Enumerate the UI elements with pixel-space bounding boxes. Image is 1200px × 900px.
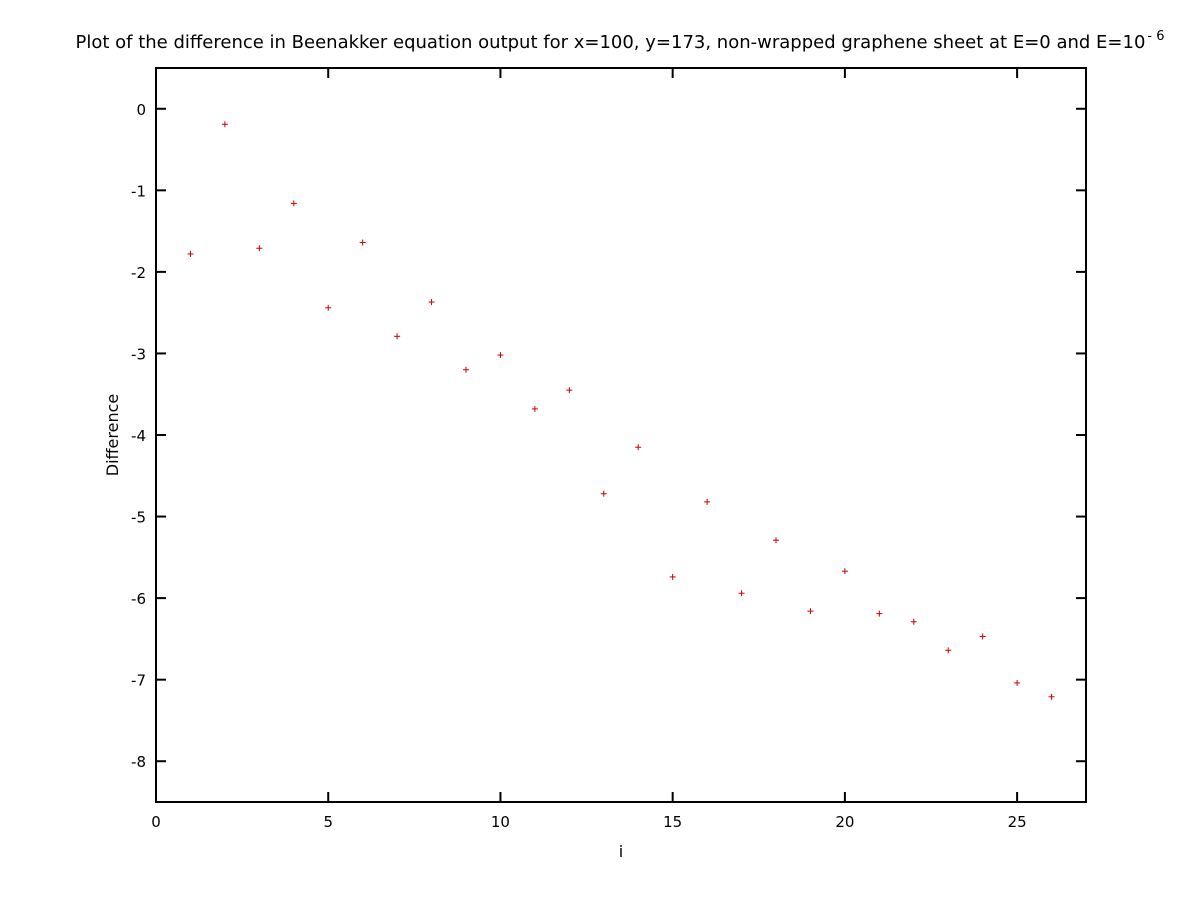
y-tick-label: -5 xyxy=(131,509,146,527)
data-point xyxy=(566,387,573,394)
data-point xyxy=(497,352,504,359)
y-tick-label: -3 xyxy=(131,345,146,363)
data-point xyxy=(876,610,883,617)
x-tick-label: 20 xyxy=(835,813,854,831)
y-tick-label: -6 xyxy=(131,590,146,608)
data-point xyxy=(221,121,228,128)
y-tick-label: -8 xyxy=(131,753,146,771)
axis-ticks xyxy=(155,68,1086,802)
data-point xyxy=(394,333,401,340)
data-point xyxy=(428,299,435,306)
chart-title-superscript: - 6 xyxy=(1147,29,1164,44)
y-tick-label: 0 xyxy=(136,101,146,119)
data-point xyxy=(187,250,194,257)
data-point xyxy=(841,568,848,575)
y-axis-label: Difference xyxy=(103,394,122,476)
data-point xyxy=(945,647,952,654)
chart-title-text: Plot of the difference in Beenakker equa… xyxy=(75,32,1145,53)
data-point xyxy=(773,537,779,544)
data-point xyxy=(1014,679,1021,686)
data-point xyxy=(325,304,332,311)
x-tick-label: 5 xyxy=(323,813,333,831)
y-tick-label: -1 xyxy=(131,182,146,200)
x-axis-label: i xyxy=(619,842,623,861)
chart-title: Plot of the difference in Beenakker equa… xyxy=(75,29,1164,53)
y-tick-label: -2 xyxy=(131,264,146,282)
tick-labels: 0 5 10 15 20 25 0 -1 -2 -3 -4 -5 -6 -7 -8 xyxy=(131,101,1027,831)
x-tick-label: 25 xyxy=(1008,813,1027,831)
data-point xyxy=(1048,693,1055,700)
data-point xyxy=(738,590,745,597)
data-point xyxy=(600,490,607,497)
x-tick-label: 10 xyxy=(491,813,510,831)
data-point xyxy=(704,498,711,505)
data-points xyxy=(187,121,1055,700)
x-tick-label: 15 xyxy=(663,813,682,831)
plot-frame xyxy=(155,67,1087,803)
data-point xyxy=(531,405,538,412)
data-point xyxy=(635,444,642,451)
y-tick-label: -7 xyxy=(131,672,146,690)
y-tick-label: -4 xyxy=(131,427,146,445)
data-point xyxy=(359,239,366,246)
data-point xyxy=(290,200,297,207)
data-point xyxy=(807,608,814,615)
data-point xyxy=(463,366,469,373)
data-point xyxy=(669,573,676,580)
data-point xyxy=(979,633,986,640)
data-point xyxy=(910,618,917,625)
x-tick-label: 0 xyxy=(151,813,161,831)
data-point xyxy=(256,245,263,252)
